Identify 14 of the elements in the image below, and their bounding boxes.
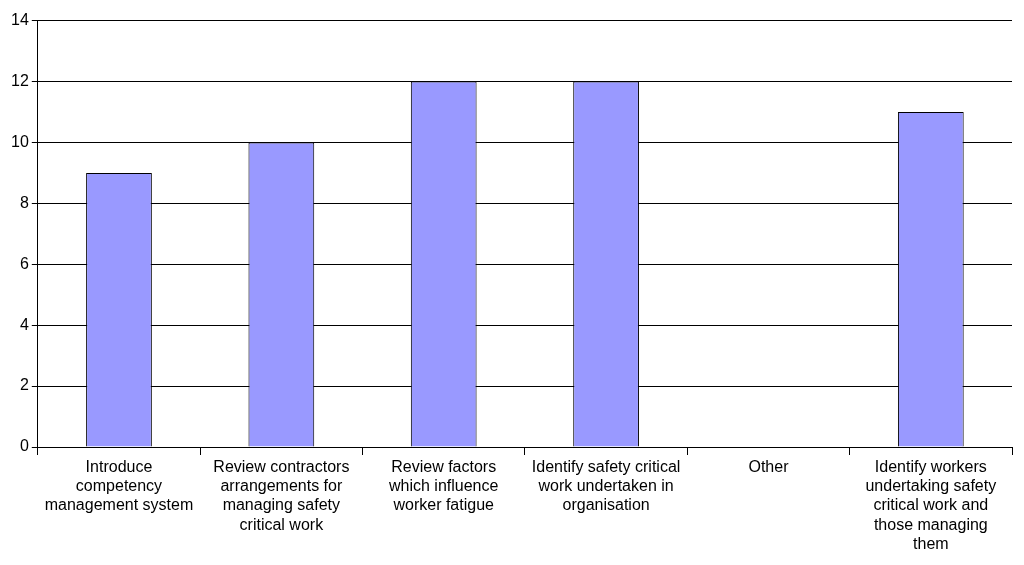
y-tick-label: 2: [19, 376, 29, 394]
y-tick-label: 4: [19, 315, 29, 333]
y-tick-label: 14: [11, 11, 29, 29]
y-tick-label: 6: [19, 254, 29, 272]
x-tick-label: Review contractors arrangements for managing safety critical work: [213, 458, 350, 533]
y-tick-label: 12: [11, 71, 29, 89]
y-tick-label: 10: [11, 132, 29, 150]
y-tick-label: 8: [19, 193, 29, 211]
y-tick-label: 0: [19, 437, 29, 455]
x-tick-label: Other: [748, 458, 790, 476]
x-tick-label: Identify workers undertaking safety critical work and those managing them: [865, 458, 997, 552]
x-tick-label: Identify safety critical work undertaken in organisation: [531, 458, 681, 514]
x-tick-label: Introduce competency management system: [44, 458, 194, 514]
x-tick-label: Review factors which influence worker fatigue: [388, 458, 499, 514]
